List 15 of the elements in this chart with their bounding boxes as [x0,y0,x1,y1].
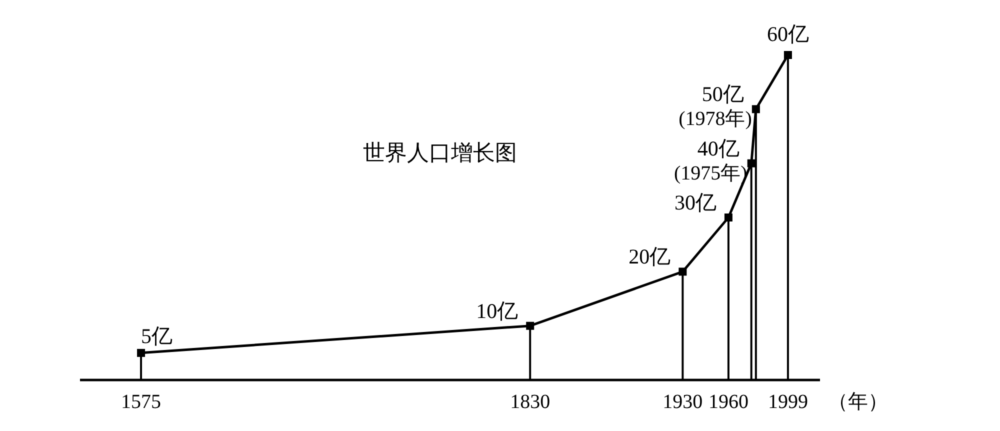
x-tick-label: 1830 [510,391,550,413]
data-label: 40亿 [697,136,740,160]
data-label: 30亿 [674,190,716,214]
data-label: 20亿 [628,244,671,269]
data-label: 5亿 [141,324,173,348]
x-tick-label: 1575 [121,391,162,413]
x-tick-label: 1960 [708,391,748,413]
x-tick-label: 1999 [768,391,808,413]
x-tick-label: 1930 [662,391,703,413]
data-label: 60亿 [766,22,809,46]
data-label: 50亿 [702,82,744,106]
data-label: 10亿 [476,298,518,323]
x-axis-title: （年） [828,391,888,413]
annotation: (1978年) [678,108,752,130]
text: 世界人口增长图 [363,140,517,165]
